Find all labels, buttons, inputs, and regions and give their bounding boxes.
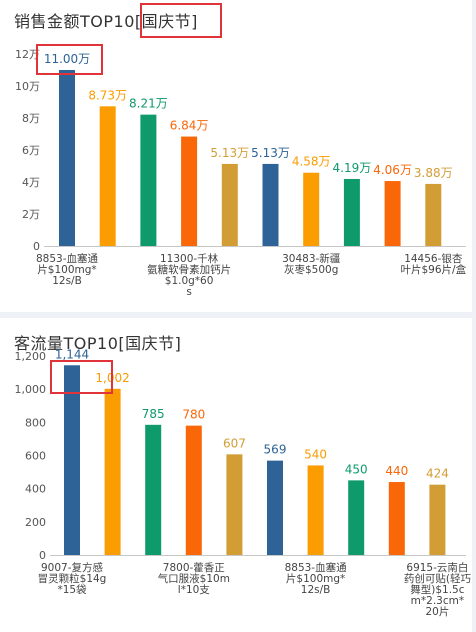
sales-x-tick-label: 11300-千林 [160, 252, 219, 265]
sales-x-tick-label: $1.0g*60 [165, 275, 214, 287]
sales-x-tick-label: 灰枣$500g [284, 263, 338, 276]
sales-x-tick-label: 30483-新疆 [282, 252, 341, 265]
sales-bar [425, 183, 442, 246]
traffic-y-tick-label: 800 [25, 416, 46, 429]
sales-bar [99, 106, 116, 246]
sales-y-tick-label: 4万 [22, 176, 40, 189]
traffic-value-label: 440 [385, 464, 408, 478]
traffic-y-tick-label: 1,000 [15, 383, 47, 396]
traffic-x-tick-label: 药创可贴(轻巧 [404, 572, 472, 585]
sales-bar [343, 178, 360, 246]
traffic-value-label: 569 [264, 443, 287, 457]
traffic-x-tick-label: 8853-血塞通 [285, 561, 348, 574]
sales-x-tick-label: 14456-银杏 [404, 252, 463, 265]
traffic-value-label: 424 [426, 467, 449, 481]
traffic-x-tick-label: 7800-藿香正 [163, 561, 225, 574]
traffic-top-value-highlight [50, 360, 113, 394]
traffic-value-label: 540 [304, 447, 327, 461]
traffic-x-tick-label: 冒灵颗粒$14g [38, 572, 107, 585]
traffic-bar [348, 480, 365, 555]
sales-bar [262, 163, 279, 246]
traffic-title-text: 客流量TOP10 [14, 334, 119, 353]
traffic-x-tick-label: 气口服液$10m [158, 572, 230, 585]
sales-y-tick-label: 12万 [15, 48, 40, 61]
traffic-x-tick-label: 舞型)$1.5c [410, 583, 464, 596]
sales-title-text: 销售金额TOP10 [14, 12, 135, 31]
traffic-bar [429, 484, 446, 555]
traffic-y-tick-label: 600 [25, 450, 46, 463]
traffic-bar [64, 365, 80, 555]
sales-y-tick-label: 10万 [15, 80, 40, 93]
sales-x-tick-label: 片$100mg* [37, 263, 96, 276]
traffic-bar [185, 425, 202, 555]
traffic-bar [226, 454, 243, 555]
traffic-x-tick-label: 12s/B [301, 584, 331, 596]
sales-value-label: 11.00万 [44, 52, 90, 66]
sales-bar [384, 181, 401, 246]
sales-y-tick-label: 8万 [22, 112, 40, 125]
traffic-value-label: 780 [182, 408, 205, 422]
sales-x-tick-label: 12s/B [52, 275, 82, 287]
traffic-value-label: 1,144 [55, 347, 89, 361]
traffic-bar [145, 424, 162, 555]
sales-x-tick-label: 叶片$96片/盒 [401, 263, 467, 276]
sales-panel: 销售金额TOP10[国庆节] 0 2万 4万 6万 8万 10万 12万 11.00万 8.73… [0, 0, 472, 312]
traffic-bar [388, 482, 405, 555]
traffic-y-tick-label: 400 [25, 483, 46, 496]
traffic-x-tick-label: 片$100mg* [286, 572, 345, 585]
sales-title-tag: [国庆节] [134, 12, 198, 31]
sales-bar [303, 172, 320, 246]
sales-value-label: 3.88万 [414, 166, 453, 180]
traffic-panel-title: 客流量TOP10[国庆节] [14, 330, 181, 354]
traffic-y-tick-label: 200 [25, 516, 46, 529]
traffic-x-tick-label: 6915-云南白 [406, 561, 468, 574]
sales-x-tick-label: s [186, 286, 191, 298]
sales-value-label: 5.13万 [210, 146, 249, 160]
sales-bar [181, 136, 198, 246]
traffic-y-tick-label: 1,200 [15, 350, 47, 363]
sales-y-tick-label: 2万 [22, 208, 40, 221]
sales-bar [140, 114, 157, 246]
traffic-title-tag: [国庆节] [118, 334, 182, 353]
sales-y-tick-label: 6万 [22, 144, 40, 157]
sales-y-tick-label: 0 [33, 240, 40, 253]
sales-x-tick-label: 氨糖软骨素加钙片 [147, 263, 231, 276]
sales-top-value-highlight [36, 44, 103, 75]
sales-value-label: 6.84万 [170, 119, 209, 133]
sales-value-label: 8.21万 [129, 97, 168, 111]
traffic-x-tick-label: 20片 [425, 605, 449, 618]
sales-value-label: 4.06万 [373, 163, 412, 177]
sales-value-label: 4.58万 [292, 155, 331, 169]
traffic-value-label: 450 [345, 462, 368, 476]
traffic-value-label: 785 [142, 407, 165, 421]
sales-x-tick-label: 8853-血塞通 [36, 252, 99, 265]
traffic-x-tick-label: l*10支 [178, 584, 211, 596]
traffic-bar [267, 460, 283, 555]
traffic-value-label: 607 [223, 436, 246, 450]
traffic-x-tick-label: m*2.3cm* [411, 595, 464, 607]
traffic-x-tick-label: *15袋 [57, 583, 87, 596]
sales-panel-title: 销售金额TOP10[国庆节] [14, 8, 198, 32]
sales-bar [59, 70, 75, 246]
traffic-bar [104, 388, 121, 555]
traffic-y-tick-label: 0 [39, 549, 46, 562]
sales-bar [221, 163, 238, 246]
sales-value-label: 8.73万 [88, 88, 127, 102]
traffic-bar [307, 465, 324, 555]
sales-tag-highlight [140, 3, 222, 38]
traffic-x-tick-label: 9007-复方感 [41, 561, 104, 574]
sales-value-label: 4.19万 [333, 161, 372, 175]
sales-value-label: 5.13万 [251, 146, 290, 160]
traffic-panel: 客流量TOP10[国庆节] 0 200 400 600 800 1,000 1,200 1,1… [0, 318, 472, 632]
